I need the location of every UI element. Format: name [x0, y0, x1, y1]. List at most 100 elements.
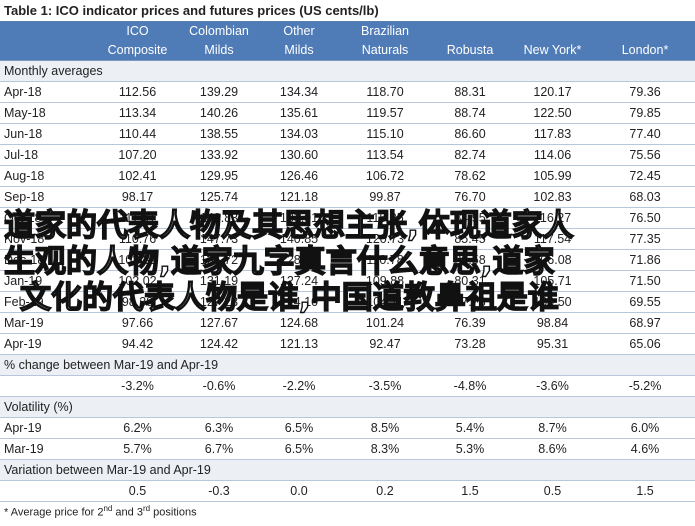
cell: 107.20: [95, 144, 180, 166]
cell: 99.87: [340, 186, 430, 208]
cell: 102.41: [95, 165, 180, 187]
cell: 71.50: [595, 270, 695, 292]
data-row: Jul-18 107.20 133.92 130.60 113.54 82.74 114.0…: [0, 144, 695, 166]
cell: 106.08: [510, 249, 595, 271]
cell: 94.42: [95, 333, 180, 355]
cell: 5.7%: [95, 438, 180, 460]
cell: 102.83: [510, 186, 595, 208]
row-label: Mar-19: [0, 438, 95, 460]
cell: 130.60: [258, 144, 340, 166]
cell: 120.17: [510, 81, 595, 103]
cell: 135.61: [258, 102, 340, 124]
cell: 8.3%: [340, 438, 430, 460]
cell: -3.5%: [340, 375, 430, 397]
cell: -4.8%: [430, 375, 510, 397]
section-heading: % change between Mar-19 and Apr-19: [0, 354, 695, 376]
cell: 105.99: [510, 165, 595, 187]
header-row: ICO Composite Colombian Milds Other Milds Braz…: [0, 21, 695, 61]
cell: 134.03: [258, 123, 340, 145]
cell: 117.54: [510, 228, 595, 250]
column-header: Robusta: [430, 21, 510, 61]
cell: 68.97: [595, 312, 695, 334]
cell: 76.39: [430, 312, 510, 334]
cell: 72.45: [595, 165, 695, 187]
cell: 97.66: [95, 312, 180, 334]
cell: 102.39: [95, 249, 180, 271]
cell: 131.19: [180, 270, 258, 292]
cell: -0.6%: [180, 375, 258, 397]
section-row: Monthly averages: [0, 60, 695, 82]
row-label: Jun-18: [0, 123, 95, 145]
row-label: Apr-19: [0, 417, 95, 439]
cell: 68.03: [595, 186, 695, 208]
row-label: May-18: [0, 102, 95, 124]
header-line: ICO: [126, 24, 149, 38]
column-header: Brazilian Naturals: [340, 21, 430, 61]
cell: 113.54: [340, 144, 430, 166]
row-label: Jan-19: [0, 270, 95, 292]
column-header: Colombian Milds: [180, 21, 258, 61]
header-line: Colombian: [189, 24, 249, 38]
footnote: * Average price for 2nd and 3rd position…: [0, 502, 695, 521]
cell: 110.76: [95, 228, 180, 250]
row-label: Apr-19: [0, 333, 95, 355]
section-row: Volatility (%): [0, 396, 695, 418]
cell: 104.11: [340, 291, 430, 313]
cell: 0.5: [510, 480, 595, 502]
cell: 111.31: [95, 207, 180, 229]
cell: -0.3: [180, 480, 258, 502]
cell: 85.45: [430, 228, 510, 250]
section-heading: Variation between Mar-19 and Apr-19: [0, 459, 695, 481]
cell: 5.3%: [430, 438, 510, 460]
cell: 110.78: [340, 249, 430, 271]
row-label: Mar-19: [0, 312, 95, 334]
section-row: Variation between Mar-19 and Apr-19: [0, 459, 695, 481]
cell: 138.55: [180, 123, 258, 145]
cell: -2.2%: [258, 375, 340, 397]
cell: 98.17: [95, 186, 180, 208]
cell: 6.5%: [258, 438, 340, 460]
cell: 8.5%: [340, 417, 430, 439]
data-row: Mar-19 97.66 127.67 124.68 101.24 76.39 98.84 6…: [0, 312, 695, 334]
cell: 129.95: [180, 165, 258, 187]
cell: 116.27: [510, 207, 595, 229]
cell: 112.56: [95, 81, 180, 103]
cell: 100.50: [510, 291, 595, 313]
title-row: Table 1: ICO indicator prices and future…: [0, 0, 695, 22]
cell: 106.72: [340, 165, 430, 187]
row-label: [0, 375, 95, 397]
column-header: ICO Composite: [95, 21, 180, 61]
data-row: Dec-18 102.39 134.72 128.06 110.78 80.58 106.0…: [0, 249, 695, 271]
cell: 122.50: [510, 102, 595, 124]
section-row: % change between Mar-19 and Apr-19: [0, 354, 695, 376]
cell: 0.2: [340, 480, 430, 502]
cell: 134.72: [180, 249, 258, 271]
cell: 115.10: [340, 123, 430, 145]
cell: 4.6%: [595, 438, 695, 460]
cell: 78.62: [430, 165, 510, 187]
cell: 98.38: [95, 291, 180, 313]
cell: 118.70: [340, 81, 430, 103]
cell: 86.60: [430, 123, 510, 145]
cell: 102.02: [95, 270, 180, 292]
cell: 80.58: [430, 249, 510, 271]
header-line: Other: [283, 24, 315, 38]
cell: 124.10: [258, 291, 340, 313]
cell: -3.2%: [95, 375, 180, 397]
cell: 0.0: [258, 480, 340, 502]
data-row: Nov-18 110.76 147.73 140.85 120.73 85.45 117.5…: [0, 228, 695, 250]
cell: 115.35: [340, 207, 430, 229]
data-row: Sep-18 98.17 125.74 121.18 99.87 76.70 102.83 6…: [0, 186, 695, 208]
cell: 126.46: [258, 165, 340, 187]
cell: 95.31: [510, 333, 595, 355]
cell: 101.24: [340, 312, 430, 334]
header-line: Milds: [284, 43, 314, 57]
data-row: Feb-19 98.38 127.23 124.10 104.11 77.78 100.50…: [0, 291, 695, 313]
cell: 124.42: [180, 333, 258, 355]
footnote-row: * Average price for 2nd and 3rd position…: [0, 502, 695, 521]
cell: 127.24: [258, 270, 340, 292]
watermark-line: 道家的代表人物及其思想主张,体现道家人: [3, 207, 574, 244]
header-line: Composite: [107, 43, 168, 57]
cell: 140.85: [258, 228, 340, 250]
